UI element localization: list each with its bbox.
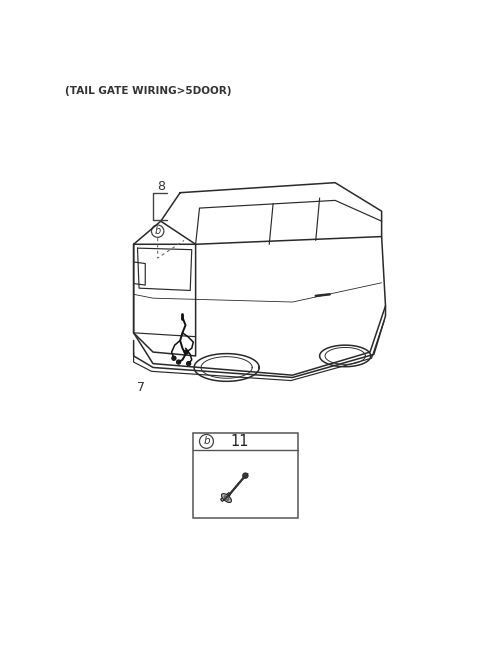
Text: b: b <box>155 226 161 236</box>
Circle shape <box>243 473 248 478</box>
Circle shape <box>177 360 181 364</box>
Ellipse shape <box>224 496 229 501</box>
Circle shape <box>172 356 176 360</box>
Bar <box>193 433 298 518</box>
Text: 8: 8 <box>157 180 165 193</box>
Text: b: b <box>203 436 210 446</box>
Ellipse shape <box>221 493 231 502</box>
Text: 7: 7 <box>137 381 145 394</box>
Polygon shape <box>221 493 230 501</box>
Text: (TAIL GATE WIRING>5DOOR): (TAIL GATE WIRING>5DOOR) <box>65 87 232 96</box>
Circle shape <box>186 361 191 366</box>
Circle shape <box>184 350 189 354</box>
Text: 11: 11 <box>230 434 249 449</box>
